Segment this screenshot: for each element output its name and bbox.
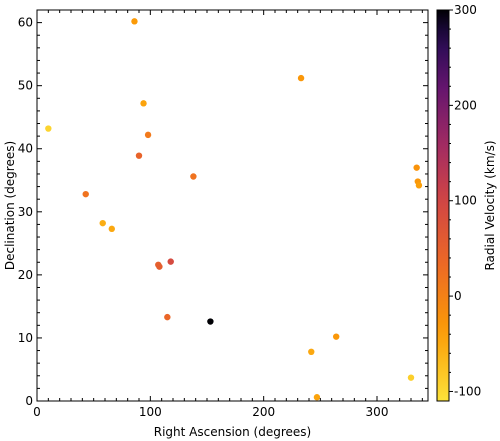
x-tick-label: 0 (33, 405, 41, 419)
x-tick-label: 100 (139, 405, 162, 419)
data-point (135, 152, 143, 159)
data-point (144, 131, 152, 139)
data-point (82, 190, 89, 198)
data-point (313, 394, 321, 401)
colorbar-tick-label: 0 (454, 289, 462, 303)
colorbar-tick-label: 100 (454, 194, 477, 208)
data-point (407, 374, 415, 381)
data-point (167, 258, 174, 265)
x-tick-label: 200 (252, 405, 275, 419)
colorbar-gradient (436, 9, 450, 402)
data-point (190, 173, 197, 180)
plot-area: 0 100 200 300 0 10 20 30 40 50 60 (18, 9, 429, 419)
data-point (333, 333, 340, 340)
data-point (131, 18, 138, 25)
x-axis-title: Right Ascension (degrees) (154, 425, 311, 439)
x-tick-label: 300 (366, 405, 389, 419)
y-tick-label: 20 (18, 268, 33, 282)
data-point (297, 74, 305, 82)
data-point (207, 318, 214, 325)
y-axis-title: Declination (degrees) (3, 141, 17, 270)
y-tick-label: 60 (18, 16, 33, 30)
colorbar-tick-label: 300 (454, 3, 477, 17)
data-points (45, 18, 423, 401)
data-point (413, 164, 420, 171)
y-tick-label: 30 (18, 205, 33, 219)
y-tick-label: 10 (18, 331, 33, 345)
data-point (156, 263, 163, 270)
colorbar: -100 0 100 200 300 Radial Velocity (km/s) (436, 3, 497, 402)
plot-frame (36, 9, 429, 402)
data-point (99, 219, 106, 227)
colorbar-title: Radial Velocity (km/s) (483, 140, 497, 270)
data-point (164, 313, 171, 321)
y-tick-label: 40 (18, 142, 33, 156)
data-point (308, 348, 315, 356)
data-point (140, 100, 147, 107)
y-axis-ticks: 0 10 20 30 40 50 60 (18, 9, 428, 408)
data-point (108, 225, 116, 233)
colorbar-ticks: -100 0 100 200 300 (449, 3, 481, 398)
data-point (415, 182, 423, 189)
colorbar-tick-label: 200 (454, 98, 477, 112)
y-tick-label: 50 (18, 79, 33, 93)
data-point (45, 125, 52, 132)
y-tick-label: 0 (25, 394, 33, 408)
colorbar-tick-label: -100 (454, 384, 481, 398)
x-axis-ticks: 0 100 200 300 (33, 10, 423, 419)
